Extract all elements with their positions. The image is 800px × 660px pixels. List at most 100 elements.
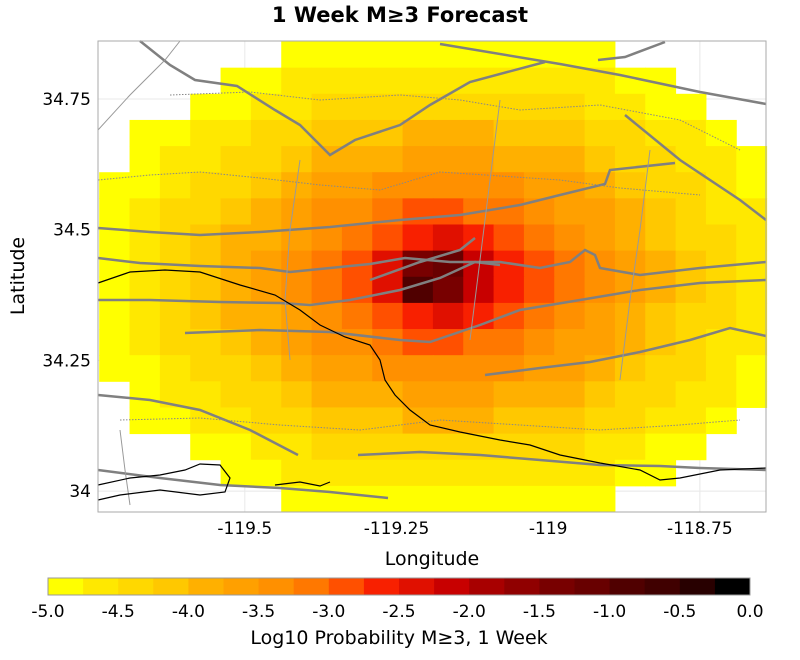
heatmap-cell xyxy=(250,250,282,278)
colorbar-tick-label: -2.0 xyxy=(453,602,486,622)
heatmap-cell xyxy=(281,41,313,69)
colorbar-swatch xyxy=(644,578,681,595)
colorbar-tick-label: -5.0 xyxy=(31,602,64,622)
heatmap-cell xyxy=(614,355,646,382)
heatmap-cell xyxy=(584,433,616,461)
heatmap-cell xyxy=(463,355,495,382)
colorbar-swatch xyxy=(83,578,119,595)
heatmap-cell xyxy=(402,302,434,330)
heatmap-cell xyxy=(250,302,282,330)
heatmap-cell xyxy=(220,93,252,121)
x-tick-label: -119 xyxy=(529,519,568,539)
colorbar-swatch xyxy=(258,578,295,595)
heatmap-cell xyxy=(432,276,464,304)
heatmap-cell xyxy=(493,355,525,382)
heatmap-cell xyxy=(159,198,191,225)
heatmap-cell xyxy=(281,146,313,173)
heatmap-cell xyxy=(493,119,525,147)
heatmap-cell xyxy=(129,355,161,382)
heatmap-cell xyxy=(402,119,434,147)
heatmap-cell xyxy=(675,276,707,304)
heatmap-cell xyxy=(402,198,434,225)
heatmap-cell xyxy=(311,93,343,121)
heatmap-cell xyxy=(402,407,434,435)
heatmap-cell xyxy=(675,93,707,121)
colorbar-tick-label: -3.0 xyxy=(312,602,345,622)
x-tick-labels: -119.5 -119.25 -119 -118.75 xyxy=(217,519,732,539)
heatmap-cell xyxy=(190,172,222,199)
heatmap-cell xyxy=(463,381,495,408)
heatmap-cell xyxy=(311,407,343,435)
heatmap-cell xyxy=(432,146,464,173)
plot-frame xyxy=(97,40,767,513)
heatmap-cell xyxy=(402,146,434,173)
heatmap-cell xyxy=(281,407,313,435)
heatmap-cell xyxy=(341,355,373,382)
heatmap-cell xyxy=(584,329,616,356)
heatmap-cell xyxy=(645,433,677,461)
heatmap-cell xyxy=(402,41,434,69)
x-tick-label: -119.5 xyxy=(217,519,272,539)
colorbar-swatch xyxy=(469,578,505,595)
heatmap-cell xyxy=(432,224,464,252)
heatmap-cell xyxy=(372,381,404,408)
heatmap-cell xyxy=(372,355,404,382)
heatmap-cell xyxy=(614,381,646,408)
heatmap-cell xyxy=(554,302,586,330)
colorbar-swatch xyxy=(434,578,470,595)
heatmap-cell xyxy=(220,355,252,382)
fault-line xyxy=(97,468,389,500)
heatmap-cell xyxy=(463,224,495,252)
fault-line xyxy=(98,260,501,307)
heatmap-cell xyxy=(99,198,131,225)
x-tick-label: -119.25 xyxy=(364,519,430,539)
heatmap-cell xyxy=(493,146,525,173)
heatmap-cell xyxy=(493,485,525,513)
heatmap-cell xyxy=(554,485,586,513)
heatmap-cell xyxy=(645,93,677,121)
heatmap-cell xyxy=(736,172,768,199)
heatmap-cell xyxy=(584,302,616,330)
heatmap-cell xyxy=(341,433,373,461)
heatmap-cell xyxy=(432,93,464,121)
heatmap-cell xyxy=(402,224,434,252)
heatmap-cell xyxy=(675,224,707,252)
heatmap-cell xyxy=(129,224,161,252)
heatmap-cell xyxy=(705,407,737,435)
heatmap-cell xyxy=(281,433,313,461)
heatmap-cell xyxy=(493,198,525,225)
heatmap-cell xyxy=(584,146,616,173)
heatmap-cell xyxy=(402,433,434,461)
heatmap-cell xyxy=(584,224,616,252)
y-tick-label: 34.5 xyxy=(53,221,91,241)
heatmap-cell xyxy=(523,93,555,121)
colorbar-swatch xyxy=(118,578,154,595)
heatmap-cell xyxy=(129,198,161,225)
heatmap-cell xyxy=(281,250,313,278)
heatmap-cell xyxy=(584,41,616,69)
heatmap-cell xyxy=(311,302,343,330)
fault-line-dotted xyxy=(119,417,741,431)
heatmap-cell xyxy=(341,146,373,173)
heatmap-cell xyxy=(190,146,222,173)
colorbar-tick-labels: -5.0 -4.5 -4.0 -3.5 -3.0 -2.5 -2.0 -1.5 -1.0 -0.5… xyxy=(31,602,763,622)
heatmap-cell xyxy=(341,381,373,408)
heatmap-cell xyxy=(523,329,555,356)
heatmap-cell xyxy=(250,459,282,487)
heatmap-cell xyxy=(554,224,586,252)
heatmap-cell xyxy=(675,381,707,408)
heatmap-cell xyxy=(372,433,404,461)
heatmap-cell xyxy=(129,119,161,147)
colorbar-tick-label: -3.5 xyxy=(242,602,275,622)
colorbar-swatch xyxy=(609,578,646,595)
fault-line-thin xyxy=(619,149,651,381)
heatmap-cell xyxy=(614,198,646,225)
colorbar-swatch xyxy=(714,578,751,595)
heatmap-cells xyxy=(99,41,768,513)
heatmap-cell xyxy=(675,407,707,435)
heatmap-cell xyxy=(463,93,495,121)
fault-line xyxy=(184,278,767,344)
heatmap-cell xyxy=(675,355,707,382)
heatmap-cell xyxy=(705,381,737,408)
fault-line xyxy=(97,393,299,457)
